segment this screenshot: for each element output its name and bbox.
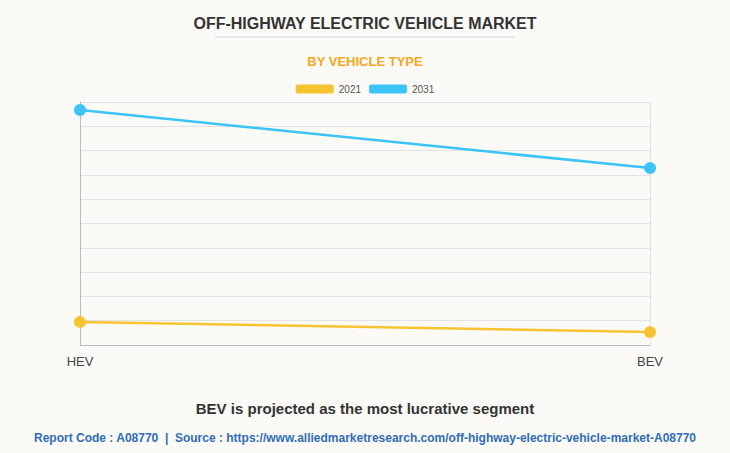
svg-text:BY VEHICLE TYPE: BY VEHICLE TYPE	[307, 54, 423, 69]
svg-text:BEV: BEV	[637, 354, 663, 369]
svg-text:2031: 2031	[412, 84, 435, 95]
svg-text:2021: 2021	[339, 84, 362, 95]
svg-text:HEV: HEV	[67, 354, 94, 369]
svg-text:OFF-HIGHWAY ELECTRIC VEHICLE M: OFF-HIGHWAY ELECTRIC VEHICLE MARKET	[193, 15, 536, 32]
svg-text:Report Code : A08770 | Sourc: Report Code : A08770 | Source : https://…	[34, 431, 696, 445]
svg-text:BEV is projected as the most l: BEV is projected as the most lucrative s…	[196, 400, 534, 417]
